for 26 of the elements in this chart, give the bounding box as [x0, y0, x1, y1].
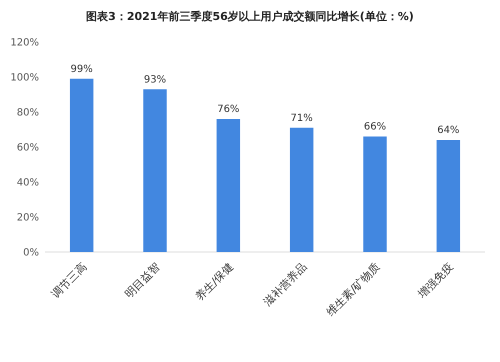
- bar: [216, 119, 240, 252]
- y-tick-label: 120%: [10, 38, 39, 48]
- data-label: 66%: [364, 122, 386, 132]
- bar: [70, 78, 94, 252]
- x-tick-label: 增强免疫: [414, 260, 456, 302]
- chart-title: 图表3：2021年前三季度56岁以上用户成交额同比增长(单位：%): [86, 10, 414, 23]
- y-tick-label: 0%: [23, 248, 39, 258]
- x-tick-label: 维生素/矿物质: [324, 260, 383, 319]
- bar: [436, 140, 460, 252]
- data-label: 71%: [290, 112, 313, 124]
- bar: [143, 89, 167, 252]
- y-tick-label: 40%: [16, 178, 39, 188]
- y-tick-label: 80%: [16, 108, 39, 118]
- data-label: 99%: [70, 64, 93, 75]
- data-label: 76%: [217, 104, 240, 115]
- y-tick-label: 20%: [16, 212, 39, 224]
- x-tick-label: 养生/保健: [192, 260, 236, 304]
- x-tick-label: 明目益智: [122, 260, 163, 301]
- x-tick-label: 调节三高: [48, 260, 90, 301]
- y-tick-label: 60%: [16, 142, 39, 154]
- y-tick-label: 100%: [10, 72, 39, 84]
- data-label: 64%: [437, 125, 460, 136]
- x-tick-label: 滋补营养品: [261, 260, 310, 308]
- bar: [363, 136, 387, 252]
- bar: [290, 128, 314, 252]
- data-label: 93%: [144, 74, 166, 86]
